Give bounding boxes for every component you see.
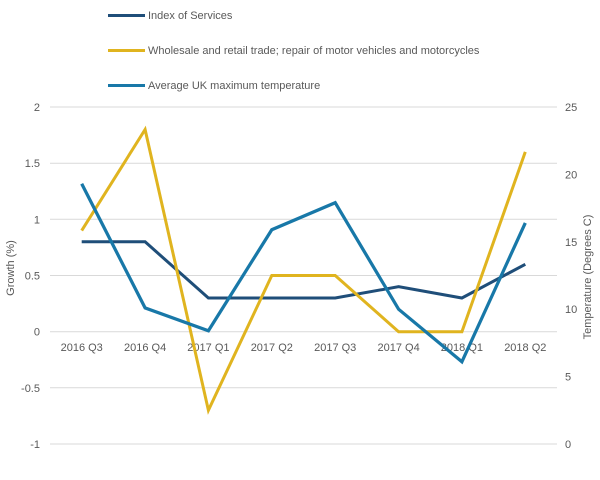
series-line-average-uk-maximum-temperature <box>80 183 527 365</box>
right-axis-tick-label: 0 <box>565 439 571 451</box>
x-axis-tick-label: 2018 Q2 <box>504 342 546 354</box>
right-axis-tick-label: 10 <box>565 304 577 316</box>
x-axis-tick-label: 2017 Q2 <box>251 342 293 354</box>
left-axis-tick-label: 1.5 <box>25 158 40 170</box>
chart-legend: Index of Services Wholesale and retail t… <box>108 9 479 114</box>
left-axis-title: Growth (%) <box>5 240 17 296</box>
left-axis-tick-label: 0.5 <box>25 271 40 283</box>
left-axis-tick-label: -0.5 <box>21 383 40 395</box>
x-axis-tick-label: 2017 Q4 <box>377 342 419 354</box>
legend-label: Average UK maximum temperature <box>148 79 321 92</box>
left-axis-tick-label: -1 <box>30 439 40 451</box>
series-line-index-of-services <box>81 240 527 300</box>
left-axis-tick-label: 2 <box>34 102 40 114</box>
x-axis-tick-label: 2017 Q1 <box>187 342 229 354</box>
legend-item-wholesale-retail: Wholesale and retail trade; repair of mo… <box>108 44 479 57</box>
legend-swatch-line-icon <box>108 49 145 52</box>
left-axis-tick-label: 1 <box>34 214 40 226</box>
right-axis-tick-label: 20 <box>565 169 577 181</box>
legend-swatch-line-icon <box>108 14 145 17</box>
x-axis-tick-label: 2016 Q3 <box>61 342 103 354</box>
legend-item-index-of-services: Index of Services <box>108 9 479 22</box>
right-axis-tick-label: 5 <box>565 372 571 384</box>
series-line-wholesale-and-retail-trade <box>80 125 527 415</box>
legend-swatch-line-icon <box>108 84 145 87</box>
right-axis-title: Temperature (Degrees C) <box>582 215 594 340</box>
x-axis-tick-label: 2017 Q3 <box>314 342 356 354</box>
legend-item-avg-uk-max-temperature: Average UK maximum temperature <box>108 79 479 92</box>
left-axis-tick-label: 0 <box>34 327 40 339</box>
legend-label: Wholesale and retail trade; repair of mo… <box>148 44 480 57</box>
right-axis-tick-label: 15 <box>565 237 577 249</box>
right-axis-tick-label: 25 <box>565 102 577 114</box>
legend-label: Index of Services <box>148 9 233 22</box>
x-axis-tick-label: 2016 Q4 <box>124 342 166 354</box>
